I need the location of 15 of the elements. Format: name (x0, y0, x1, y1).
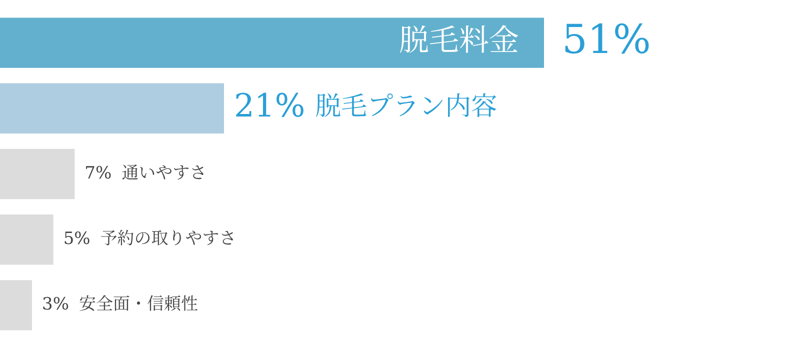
data-label: 21% (234, 86, 306, 125)
y-tick-label: 予約の取りやすさ (100, 229, 236, 250)
bar (0, 148, 75, 200)
y-tick-label: 通いやすさ (122, 163, 207, 184)
data-label: 3% (42, 294, 69, 315)
bar (0, 83, 224, 134)
data-label: 51% (562, 17, 651, 64)
y-tick-label: 安全面・信頼性 (78, 294, 198, 315)
bar (0, 18, 544, 68)
bar (0, 280, 32, 330)
y-tick-label: 脱毛料金 (399, 24, 519, 59)
data-label: 5% (63, 229, 90, 250)
bar (0, 214, 54, 265)
data-label: 7% (84, 163, 112, 184)
y-tick-label: 脱毛プラン内容 (315, 92, 498, 122)
